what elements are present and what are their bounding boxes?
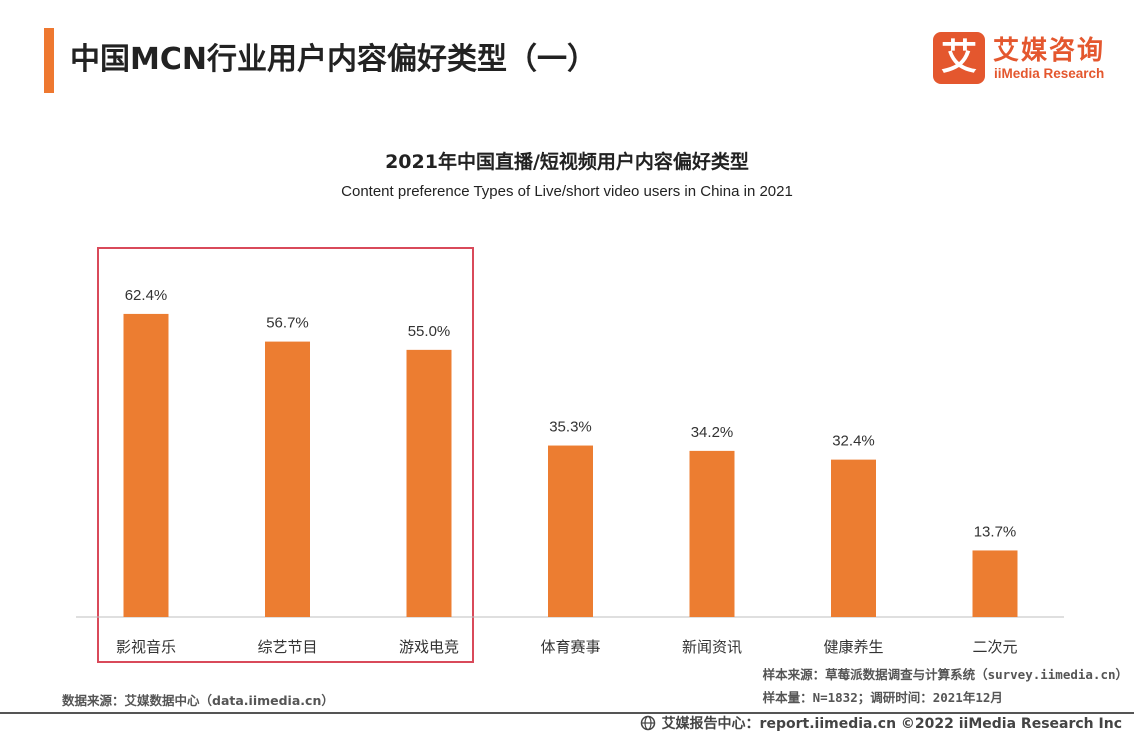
- chart-subtitle: Content preference Types of Live/short v…: [341, 183, 793, 200]
- data-label: 34.2%: [691, 424, 734, 441]
- data-label: 56.7%: [266, 315, 309, 332]
- sample-size-note: 样本量：N=1832；调研时间：2021年12月: [762, 690, 1003, 705]
- category-label: 体育赛事: [540, 638, 600, 656]
- bar: [123, 313, 169, 617]
- bar: [831, 459, 876, 617]
- title-accent-bar: [44, 28, 54, 93]
- chart-title: 2021年中国直播/短视频用户内容偏好类型: [385, 151, 749, 173]
- category-label: 综艺节目: [257, 638, 317, 656]
- footer-divider: [0, 712, 1134, 714]
- page-title: 中国MCN行业用户内容偏好类型（一）: [70, 42, 597, 77]
- category-label: 健康养生: [823, 638, 883, 656]
- logo-name-cn: 艾媒咨询: [993, 36, 1106, 66]
- globe-icon: [640, 715, 655, 731]
- footer: 艾媒报告中心：report.iimedia.cn ©2022 iiMedia R…: [640, 713, 1122, 733]
- category-label: 游戏电竞: [399, 638, 459, 656]
- data-label: 32.4%: [832, 433, 875, 450]
- data-label: 13.7%: [974, 523, 1017, 540]
- bar: [406, 349, 452, 617]
- logo-mark: 艾: [933, 32, 985, 84]
- data-label: 62.4%: [125, 287, 168, 304]
- data-source-note: 数据来源：艾媒数据中心（data.iimedia.cn）: [62, 693, 334, 708]
- brand-logo: 艾 艾媒咨询 iiMedia Research: [933, 30, 1113, 88]
- footer-text: 艾媒报告中心：report.iimedia.cn ©2022 iiMedia R…: [661, 716, 1122, 732]
- sample-notes: 样本来源：草莓派数据调查与计算系统（survey.iimedia.cn） 样本量…: [763, 663, 1128, 709]
- category-label: 新闻资讯: [682, 638, 742, 656]
- bar: [548, 445, 593, 617]
- data-label: 35.3%: [549, 419, 592, 436]
- logo-name-en: iiMedia Research: [994, 66, 1105, 81]
- bar: [689, 450, 735, 617]
- category-label: 二次元: [972, 638, 1017, 656]
- bar: [265, 341, 310, 617]
- sample-source-note: 样本来源：草莓派数据调查与计算系统（survey.iimedia.cn）: [762, 667, 1128, 682]
- data-label: 55.0%: [408, 323, 451, 340]
- highlight-box: [97, 247, 474, 663]
- bar: [972, 550, 1018, 617]
- category-label: 影视音乐: [116, 638, 176, 656]
